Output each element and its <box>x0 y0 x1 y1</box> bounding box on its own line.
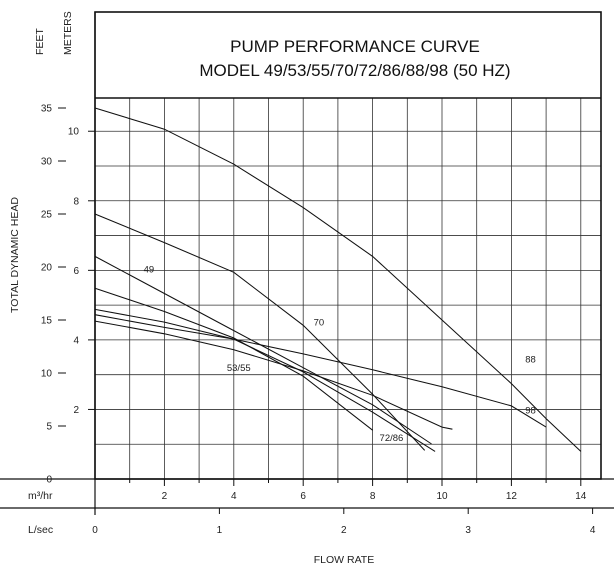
feet-tick-label: 0 <box>46 475 52 486</box>
meter-tick-label: 8 <box>73 196 79 207</box>
chart-title: PUMP PERFORMANCE CURVE <box>230 37 480 56</box>
curve-label-53-55: 53/55 <box>227 363 251 374</box>
grid <box>95 98 601 479</box>
feet-tick-label: 30 <box>41 157 53 168</box>
series-labels: 88 49 70 53/55 72/86 98 <box>144 264 536 444</box>
m3hr-ticks: 2 4 6 8 10 12 14 <box>129 479 587 502</box>
m3hr-tick-label: 2 <box>162 491 168 502</box>
curve-label-72-86: 72/86 <box>380 433 404 444</box>
curve-70 <box>94 255 432 445</box>
feet-tick-label: 10 <box>41 369 53 380</box>
curve-label-49: 49 <box>144 264 155 275</box>
feet-tick-label: 25 <box>41 210 53 221</box>
meter-tick-label: 10 <box>68 127 80 138</box>
feet-tick-label: 20 <box>41 263 53 274</box>
m3hr-unit-label: m³/hr <box>28 490 53 502</box>
curve-72-86 <box>94 308 436 452</box>
feet-tick-label: 5 <box>46 422 52 433</box>
curve-label-88: 88 <box>525 354 536 365</box>
feet-ticks: 0 5 10 15 20 25 30 35 <box>41 104 66 486</box>
lsec-tick-label: 4 <box>590 525 596 536</box>
feet-tick-label: 35 <box>41 104 53 115</box>
curve-98 <box>94 314 547 428</box>
curve-88 <box>94 107 582 452</box>
lsec-tick-label: 1 <box>217 525 223 536</box>
plot-frame <box>0 11 614 515</box>
chart-subtitle: MODEL 49/53/55/70/72/86/88/98 (50 HZ) <box>199 61 510 80</box>
m3hr-tick-label: 8 <box>370 491 376 502</box>
m3hr-tick-label: 4 <box>231 491 237 502</box>
meters-unit-label: METERS <box>62 11 74 55</box>
x-axis-label: FLOW RATE <box>314 554 374 566</box>
feet-unit-label: FEET <box>34 28 46 55</box>
curve-53-55 <box>94 287 373 431</box>
curve-label-70: 70 <box>314 317 325 328</box>
lsec-tick-label: 3 <box>465 525 471 536</box>
curve-label-98: 98 <box>525 405 536 416</box>
curve-49 <box>94 213 426 451</box>
curves <box>94 107 582 452</box>
meter-tick-label: 2 <box>73 405 79 416</box>
lsec-tick-label: 2 <box>341 525 347 536</box>
m3hr-tick-label: 14 <box>575 491 587 502</box>
feet-tick-label: 15 <box>41 316 53 327</box>
m3hr-tick-label: 10 <box>436 491 448 502</box>
meter-tick-label: 4 <box>73 335 79 346</box>
lsec-unit-label: L/sec <box>28 524 53 536</box>
lsec-ticks: 0 1 2 3 4 <box>92 508 596 536</box>
m3hr-tick-label: 6 <box>300 491 306 502</box>
curve-unlabeled-6 <box>94 320 453 430</box>
lsec-tick-label: 0 <box>92 525 98 536</box>
meter-tick-label: 6 <box>73 266 79 277</box>
m3hr-tick-label: 12 <box>506 491 518 502</box>
meter-ticks: 2 4 6 8 10 <box>68 127 95 416</box>
y-axis-label: TOTAL DYNAMIC HEAD <box>9 197 21 313</box>
